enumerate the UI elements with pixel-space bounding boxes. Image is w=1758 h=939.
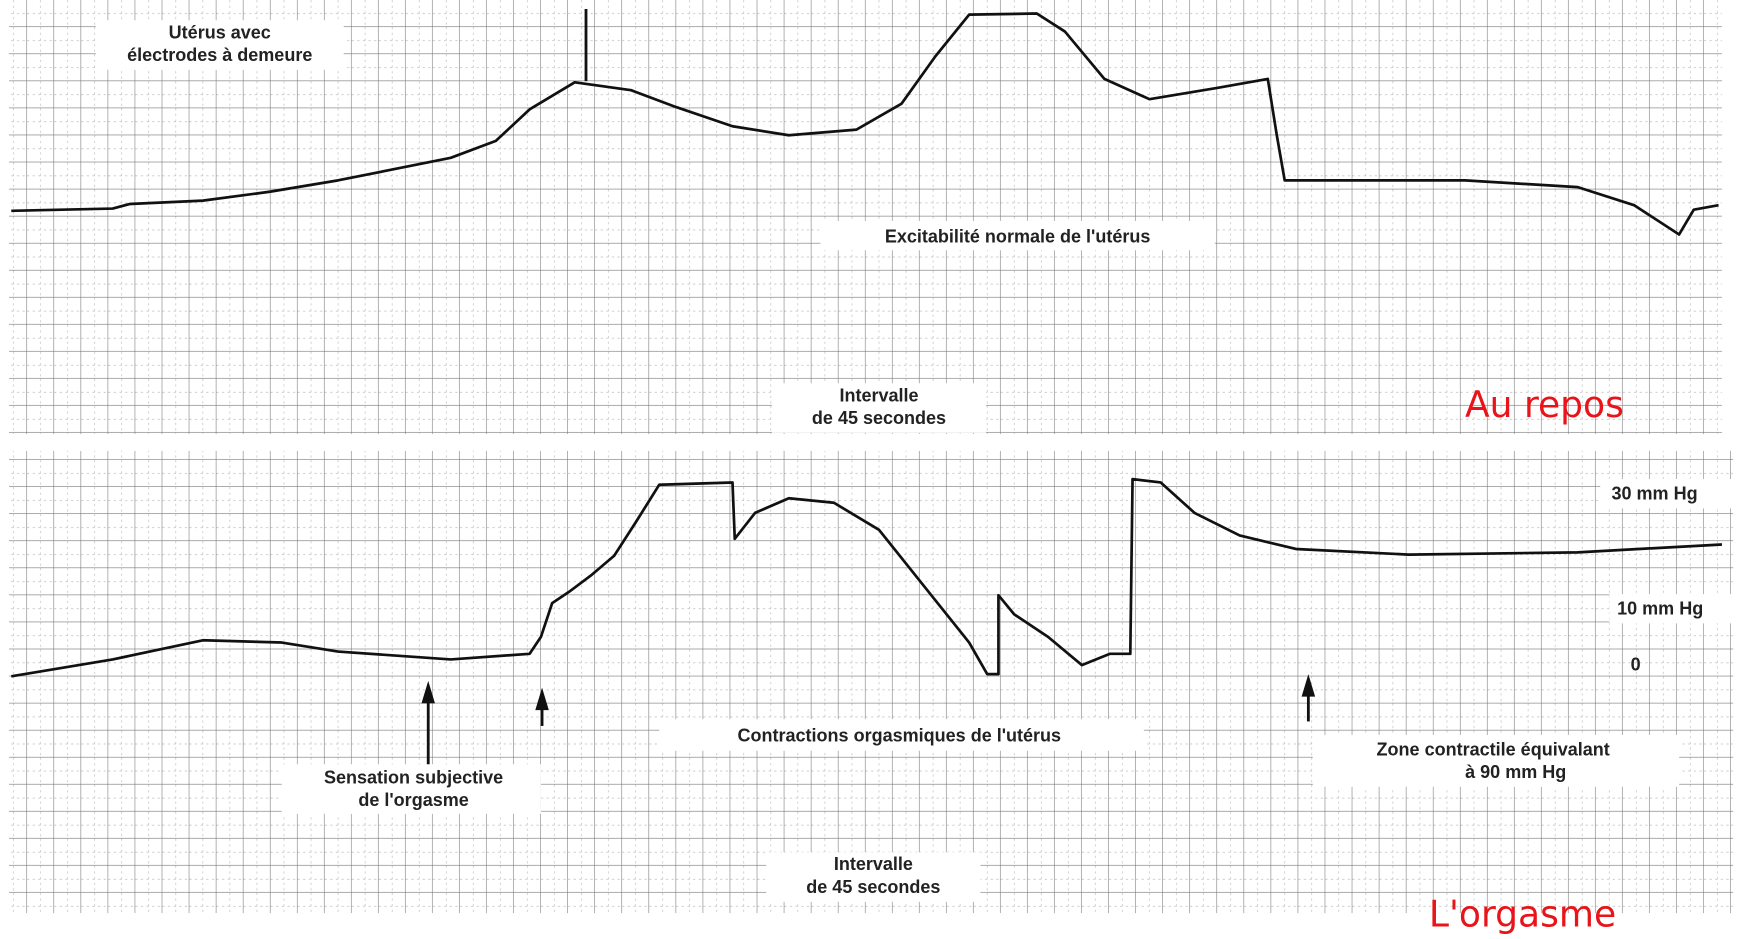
note: de 45 secondes (812, 408, 946, 428)
note: Intervalle (839, 385, 918, 405)
note: électrodes à demeure (127, 45, 312, 65)
pressure-label: 10 mm Hg (1617, 598, 1703, 618)
note: Zone contractile équivalant (1377, 739, 1610, 759)
note: de 45 secondes (806, 877, 940, 897)
note: de l'orgasme (358, 790, 468, 810)
trace-label: Contractions orgasmiques de l'utérus (737, 726, 1061, 746)
trace-label: Excitabilité normale de l'utérus (885, 226, 1151, 246)
bottom-grid (9, 451, 1733, 913)
pressure-label: 30 mm Hg (1612, 483, 1698, 503)
figure: Utérus avec électrodes à demeure Excitab… (0, 0, 1758, 939)
note: Sensation subjective (324, 767, 503, 787)
caption: L'orgasme (1429, 894, 1616, 936)
pressure-label: 0 (1631, 655, 1641, 675)
caption: Au repos (1465, 384, 1624, 426)
note: Utérus avec (169, 22, 271, 42)
note: Intervalle (834, 854, 913, 874)
note: à 90 mm Hg (1465, 762, 1566, 782)
